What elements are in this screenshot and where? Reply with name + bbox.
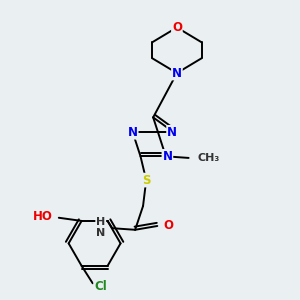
Text: N: N bbox=[162, 150, 172, 163]
Text: O: O bbox=[163, 220, 173, 232]
Text: H
N: H N bbox=[96, 217, 105, 239]
Text: O: O bbox=[172, 21, 182, 34]
Text: S: S bbox=[142, 174, 151, 187]
Text: Cl: Cl bbox=[94, 280, 107, 293]
Text: CH₃: CH₃ bbox=[197, 153, 220, 163]
Text: HO: HO bbox=[33, 210, 53, 223]
Text: N: N bbox=[128, 126, 138, 139]
Text: N: N bbox=[172, 67, 182, 80]
Text: N: N bbox=[167, 126, 177, 139]
